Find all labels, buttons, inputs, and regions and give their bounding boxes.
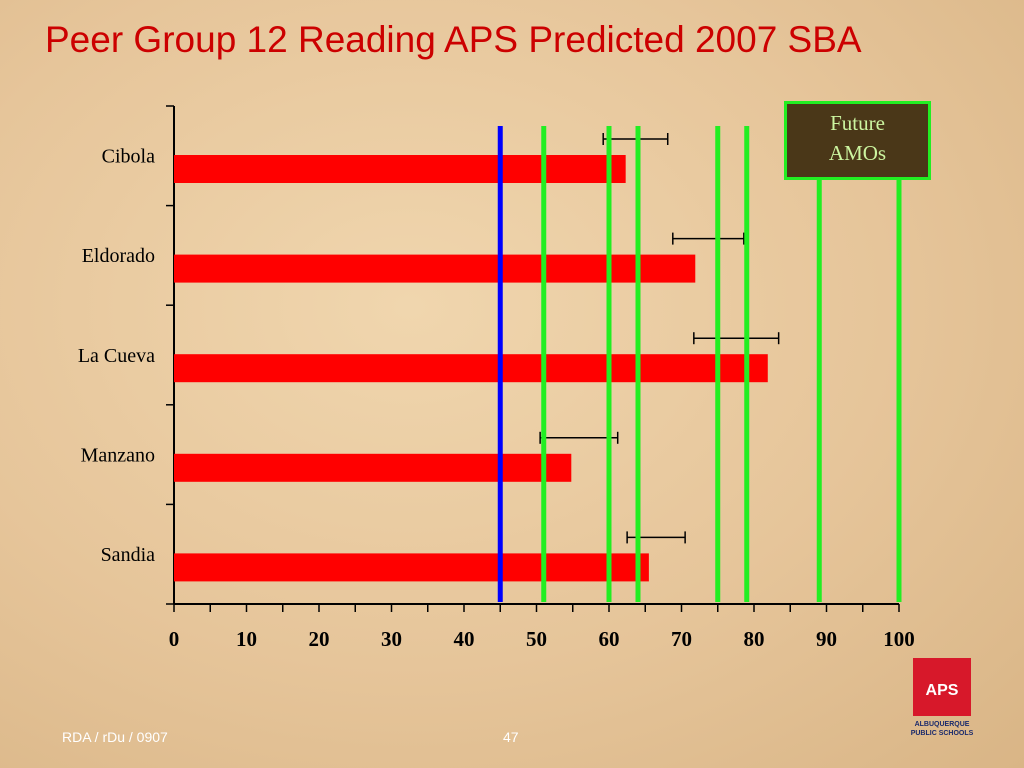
x-tick-label: 90: [816, 627, 837, 651]
bar: [174, 155, 626, 183]
x-tick-label: 40: [454, 627, 475, 651]
legend-box: [784, 101, 931, 180]
x-tick-label: 60: [599, 627, 620, 651]
bar: [174, 553, 649, 582]
legend-text: Future AMOs: [829, 111, 886, 165]
footer-text: RDA / rDu / 0907: [62, 729, 168, 745]
category-label: Sandia: [101, 544, 156, 566]
logo-box: [913, 658, 971, 716]
bar: [174, 453, 572, 482]
bar: [174, 354, 768, 383]
interval: [602, 133, 669, 145]
category-label: La Cueva: [78, 345, 155, 367]
logo-mark: APS: [926, 682, 959, 699]
x-tick-label: 70: [671, 627, 692, 651]
page-number: 47: [503, 729, 519, 745]
x-tick-label: 50: [526, 627, 547, 651]
slide-title: Peer Group 12 Reading APS Predicted 2007…: [45, 19, 862, 60]
category-label: Cibola: [102, 146, 155, 168]
x-tick-label: 100: [883, 627, 915, 651]
x-tick-label: 20: [309, 627, 330, 651]
x-tick-label: 30: [381, 627, 402, 651]
interval: [672, 232, 745, 245]
category-label: Eldorado: [82, 245, 155, 267]
x-tick-label: 0: [169, 627, 180, 651]
x-tick-label: 10: [236, 627, 257, 651]
interval: [693, 332, 780, 345]
logo-text: ALBUQUERQUE: [915, 721, 970, 728]
logo-text: PUBLIC SCHOOLS: [911, 730, 974, 737]
category-label: Manzano: [81, 444, 155, 466]
interval: [539, 431, 619, 444]
bar: [174, 254, 696, 283]
logo: APS ALBUQUERQUE PUBLIC SCHOOLS: [911, 658, 974, 737]
x-tick-label: 80: [744, 627, 765, 651]
